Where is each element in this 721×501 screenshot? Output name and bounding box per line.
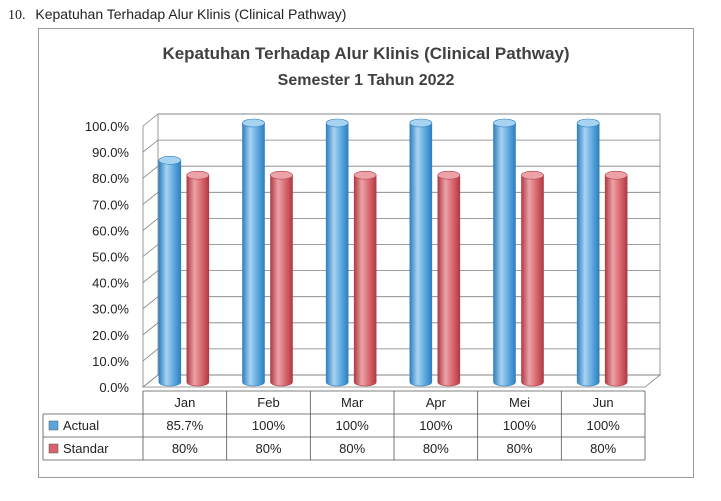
bar-actual-jun — [576, 118, 600, 387]
gridline — [142, 348, 660, 362]
gridline — [142, 113, 660, 127]
data-label: 80% — [506, 441, 532, 456]
bar-actual-mar — [325, 118, 349, 387]
gridline — [142, 374, 660, 388]
x-tick-label: Jan — [174, 395, 195, 410]
chart-svg: Kepatuhan Terhadap Alur Klinis (Clinical… — [42, 44, 662, 461]
data-label: 80% — [172, 441, 198, 456]
bar-standar-jan — [186, 170, 210, 387]
y-tick-label: 100.0% — [85, 119, 130, 134]
section-number: 10. — [8, 8, 26, 23]
y-tick-label: 20.0% — [92, 328, 129, 343]
bar-actual-apr — [409, 118, 433, 387]
y-tick-label: 30.0% — [92, 302, 129, 317]
bar-standar-mar — [353, 170, 377, 387]
bar-standar-jun — [604, 170, 628, 387]
data-label: 100% — [587, 418, 621, 433]
y-tick-label: 50.0% — [92, 250, 129, 265]
bar-standar-mei — [521, 170, 544, 387]
gridline — [142, 322, 660, 336]
gridline — [142, 244, 660, 257]
bar-standar-apr — [437, 170, 461, 387]
y-tick-label: 60.0% — [92, 223, 129, 238]
chart-title: Kepatuhan Terhadap Alur Klinis (Clinical… — [162, 44, 569, 63]
gridline — [142, 191, 660, 205]
chart-frame: Kepatuhan Terhadap Alur Klinis (Clinical… — [38, 28, 694, 478]
bar-actual-jan — [158, 156, 182, 387]
data-label: 100% — [419, 418, 453, 433]
gridline — [142, 270, 660, 283]
legend-label-actual: Actual — [63, 418, 99, 433]
data-label: 100% — [336, 418, 370, 433]
y-tick-label: 90.0% — [92, 145, 129, 160]
data-label: 85.7% — [166, 418, 203, 433]
x-tick-label: Mei — [509, 395, 530, 410]
y-tick-label: 80.0% — [92, 171, 129, 186]
y-tick-label: 70.0% — [92, 197, 129, 212]
gridline — [142, 165, 660, 179]
x-tick-label: Feb — [257, 395, 279, 410]
legend-label-standar: Standar — [63, 441, 109, 456]
y-tick-label: 0.0% — [99, 380, 129, 395]
data-label: 100% — [503, 418, 537, 433]
gridline — [142, 296, 660, 310]
gridline — [142, 217, 660, 231]
data-label: 80% — [590, 441, 616, 456]
section-heading: 10. Kepatuhan Terhadap Alur Klinis (Clin… — [8, 6, 346, 24]
gridline — [142, 139, 660, 153]
data-label: 80% — [255, 441, 281, 456]
x-tick-label: Mar — [341, 395, 364, 410]
legend-swatch-actual — [48, 420, 59, 431]
chart-subtitle: Semester 1 Tahun 2022 — [278, 72, 455, 89]
legend-swatch-standar — [48, 443, 59, 454]
data-label: 100% — [252, 418, 286, 433]
y-tick-label: 10.0% — [92, 354, 129, 369]
bar-actual-feb — [242, 118, 265, 387]
x-tick-label: Apr — [426, 395, 447, 410]
x-tick-label: Jun — [593, 395, 614, 410]
data-label: 80% — [423, 441, 449, 456]
data-label: 80% — [339, 441, 365, 456]
bar-actual-mei — [493, 118, 516, 387]
y-tick-label: 40.0% — [92, 276, 129, 291]
section-title: Kepatuhan Terhadap Alur Klinis (Clinical… — [35, 6, 347, 22]
bar-standar-feb — [270, 170, 293, 387]
